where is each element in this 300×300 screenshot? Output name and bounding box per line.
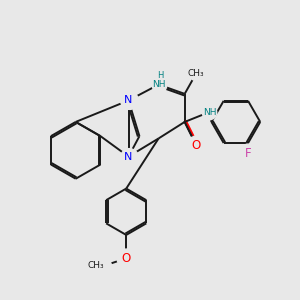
Text: NH: NH: [152, 80, 165, 89]
Text: N: N: [124, 95, 133, 106]
Text: NH: NH: [203, 107, 216, 116]
Text: CH₃: CH₃: [188, 69, 205, 78]
Text: O: O: [192, 139, 201, 152]
Text: O: O: [122, 252, 131, 265]
Text: N: N: [124, 152, 133, 162]
Text: F: F: [245, 147, 251, 160]
Text: H: H: [157, 71, 163, 80]
Text: CH₃: CH₃: [88, 261, 104, 270]
